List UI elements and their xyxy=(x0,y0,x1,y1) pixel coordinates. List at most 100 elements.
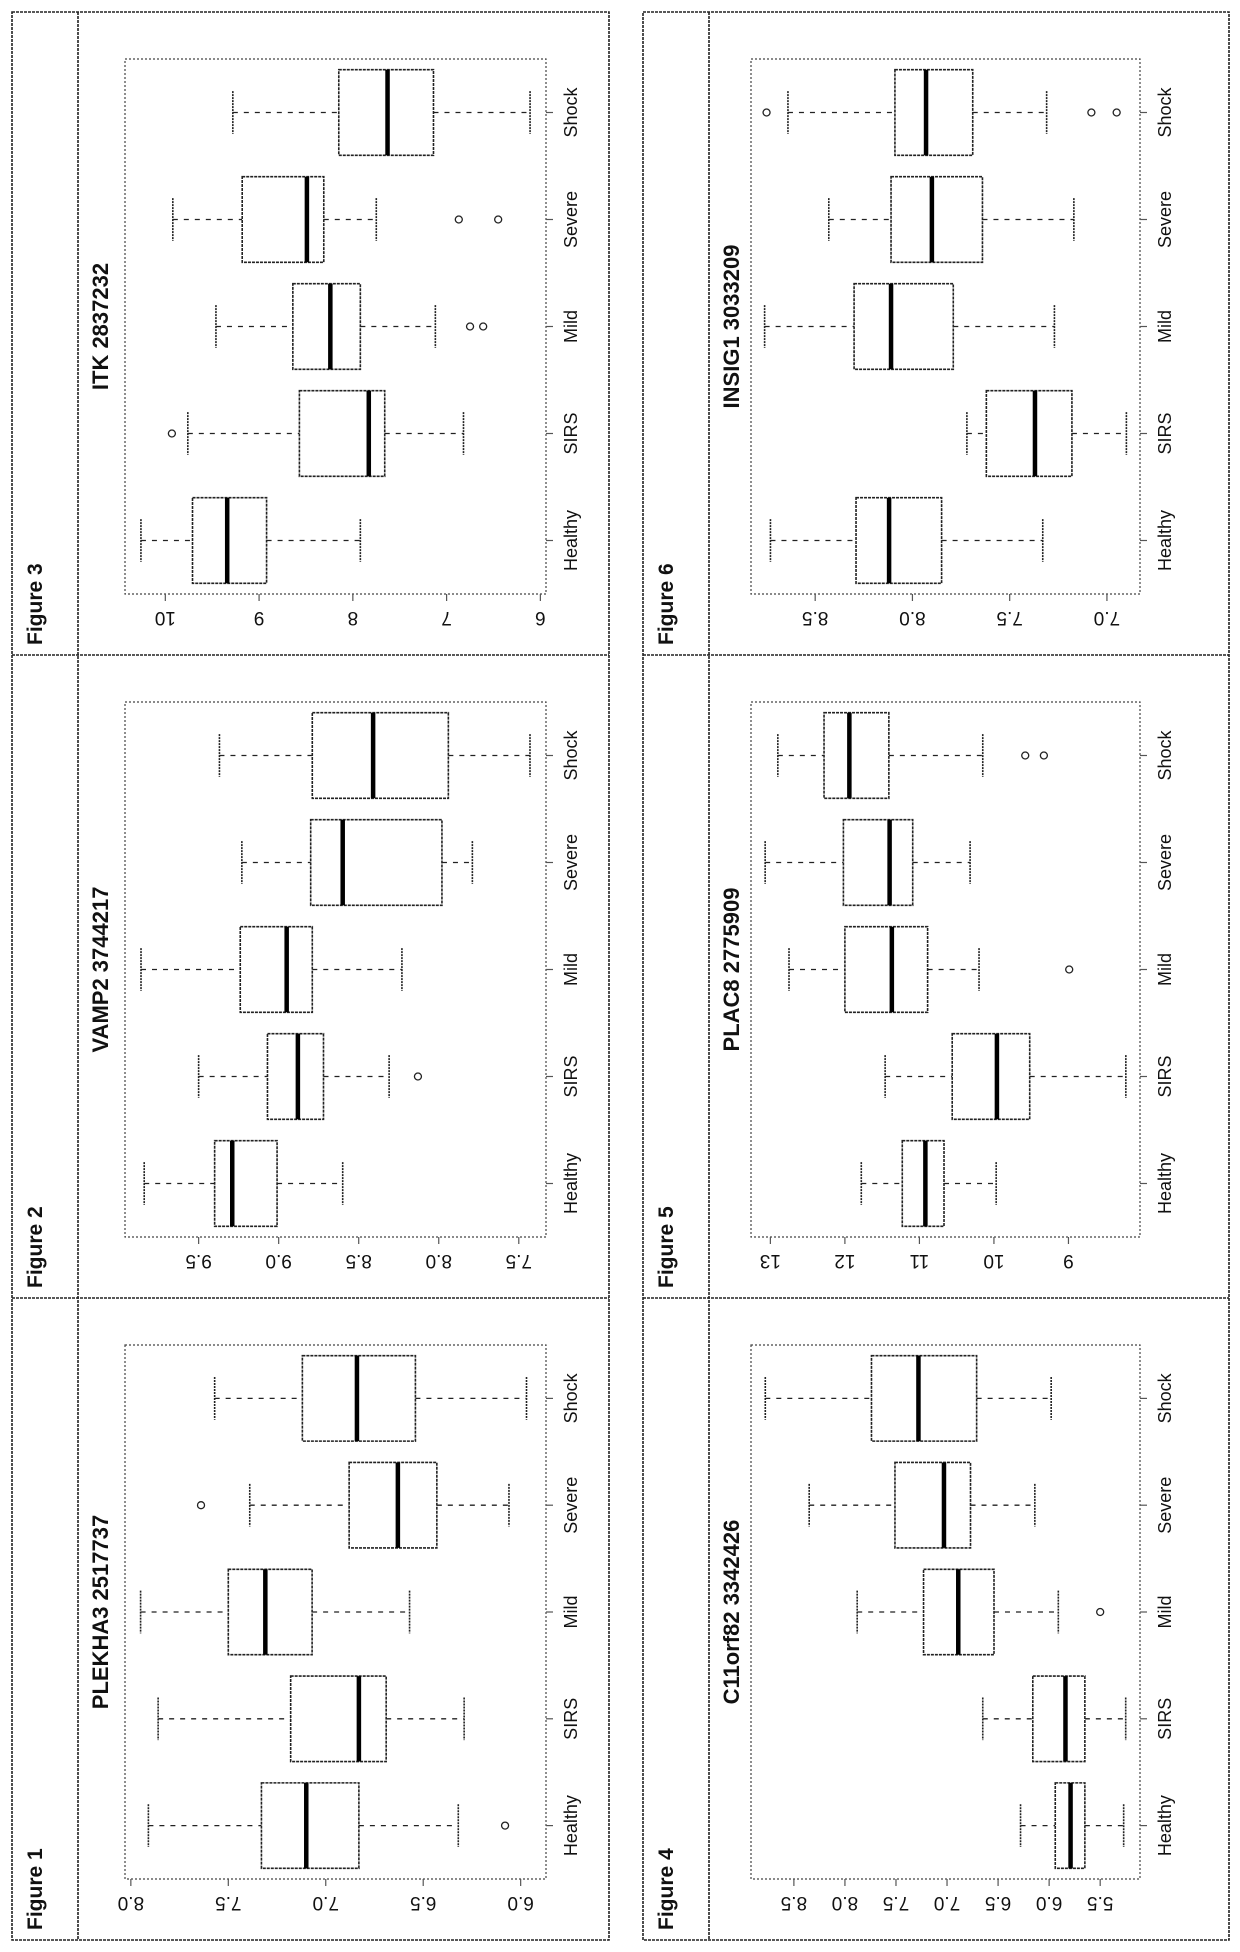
boxplot-sirs xyxy=(197,1032,423,1121)
chart-title: VAMP2 3744217 xyxy=(88,887,113,1053)
value-axis-tick-label: 8.0 xyxy=(426,1250,452,1271)
category-label: Severe xyxy=(561,191,581,248)
value-axis-tick-label: 9.0 xyxy=(265,1250,291,1271)
category-label: Mild xyxy=(1155,1595,1175,1628)
category-label: SIRS xyxy=(1155,1698,1175,1740)
value-axis-tick-label: 9 xyxy=(254,607,265,628)
interquartile-box xyxy=(844,925,929,1014)
category-label: Mild xyxy=(561,310,581,343)
category-label: Mild xyxy=(1155,953,1175,986)
boxplot-healthy xyxy=(860,1139,997,1228)
outlier-point xyxy=(1039,751,1049,760)
value-axis-tick-label: 6.5 xyxy=(410,1892,436,1913)
interquartile-box xyxy=(289,1675,387,1763)
boxplot-figure-5: Figure 5 PLAC8 2775909 9 10 11 12 13 Healthy SIR… xyxy=(655,701,1175,1288)
category-label: Healthy xyxy=(561,1795,581,1856)
interquartile-box xyxy=(890,175,984,264)
interquartile-box xyxy=(348,1461,438,1549)
value-axis-tick-label: 7.5 xyxy=(996,607,1022,628)
strip-border xyxy=(642,11,1230,1941)
value-axis-tick-label: 7.5 xyxy=(215,1892,241,1913)
category-label: Healthy xyxy=(561,1153,581,1214)
category-label: Mild xyxy=(561,1595,581,1628)
boxplot-healthy xyxy=(1019,1782,1125,1870)
interquartile-box xyxy=(894,1461,972,1549)
value-axis-tick-label: 7.0 xyxy=(313,1892,339,1913)
value-axis-tick-label: 10 xyxy=(155,607,176,628)
value-axis-tick-label: 6 xyxy=(535,607,546,628)
value-axis-tick-label: 8.0 xyxy=(899,607,925,628)
boxplot-shock xyxy=(218,711,531,800)
figure-label: Figure 1 xyxy=(24,1848,47,1930)
outlier-point xyxy=(762,108,771,117)
boxplot-healthy xyxy=(143,1139,344,1228)
value-axis-tick-label: 8.5 xyxy=(802,607,828,628)
boxplot-figure-4: Figure 4 C11orf82 3342426 5.5 6.0 6.5 7.0 7.5 8… xyxy=(655,1344,1175,1930)
chart-title: ITK 2837232 xyxy=(88,263,113,390)
interquartile-box xyxy=(855,496,943,585)
boxplot-sirs xyxy=(157,1675,465,1763)
value-axis-tick-label: 7.5 xyxy=(506,1250,532,1271)
value-axis-tick-label: 11 xyxy=(910,1250,930,1271)
value-axis-tick-label: 7.0 xyxy=(1094,607,1120,628)
category-label: Shock xyxy=(561,729,581,780)
interquartile-box xyxy=(191,496,268,585)
category-label: SIRS xyxy=(561,1698,581,1740)
boxplot-sirs xyxy=(966,389,1128,478)
boxplot-mild xyxy=(763,282,1056,371)
value-axis-tick-label: 13 xyxy=(760,1250,781,1271)
outlier-point xyxy=(413,1072,423,1081)
interquartile-box xyxy=(1031,1675,1086,1763)
interquartile-box xyxy=(266,1032,325,1121)
value-axis-tick-label: 5.5 xyxy=(1087,1892,1113,1913)
interquartile-box xyxy=(823,711,890,800)
boxplot-severe xyxy=(764,818,971,907)
interquartile-box xyxy=(309,818,443,907)
boxplot-mild xyxy=(215,282,488,371)
value-axis-tick-label: 8 xyxy=(348,607,359,628)
outlier-point xyxy=(1112,108,1121,117)
outlier-point xyxy=(465,322,475,331)
category-label: SIRS xyxy=(561,1055,581,1097)
boxplot-healthy xyxy=(140,496,362,585)
interquartile-box xyxy=(311,711,450,800)
category-label: Shock xyxy=(561,86,581,137)
interquartile-box xyxy=(853,282,955,371)
boxplot-shock xyxy=(213,1354,528,1442)
category-label: Healthy xyxy=(1155,1153,1175,1214)
category-label: Shock xyxy=(561,1372,581,1423)
boxplot-severe xyxy=(827,175,1075,264)
category-label: Healthy xyxy=(1155,510,1175,571)
category-label: Severe xyxy=(561,834,581,891)
outlier-point xyxy=(1087,108,1096,117)
value-axis-tick-label: 9 xyxy=(1063,1250,1074,1271)
interquartile-box xyxy=(894,68,974,157)
chart-title: PLEKHA3 2517737 xyxy=(88,1515,113,1709)
outlier-point xyxy=(479,322,488,331)
value-axis-tick-label: 8.5 xyxy=(781,1892,807,1913)
category-label: Shock xyxy=(1155,1372,1175,1423)
category-label: Severe xyxy=(1155,191,1175,248)
figure-panels: Figure 1 PLEKHA3 2517737 6.0 6.5 7.0 7.5 8.0 He… xyxy=(11,11,1230,1941)
interquartile-box xyxy=(213,1139,278,1228)
value-axis-tick-label: 6.0 xyxy=(1036,1892,1062,1913)
boxplot-figure-3: Figure 3 ITK 2837232 6 7 8 9 10 Healthy SIRS Mild… xyxy=(24,58,581,645)
figure-label: Figure 5 xyxy=(655,1206,678,1288)
chart-title: PLAC8 2775909 xyxy=(719,888,744,1052)
value-axis-tick-label: 8.0 xyxy=(118,1892,144,1913)
boxplot-shock xyxy=(764,1354,1052,1442)
category-label: SIRS xyxy=(1155,412,1175,454)
boxplot-figure-1: Figure 1 PLEKHA3 2517737 6.0 6.5 7.0 7.5 8.0 He… xyxy=(24,1344,581,1930)
category-label: Shock xyxy=(1155,729,1175,780)
interquartile-box xyxy=(227,1568,313,1656)
boxplot-mild xyxy=(139,1568,411,1656)
boxplot-shock xyxy=(777,711,1049,800)
outlier-point xyxy=(494,215,503,224)
category-label: Severe xyxy=(1155,834,1175,891)
interquartile-box xyxy=(870,1354,978,1442)
figure-label: Figure 6 xyxy=(655,563,678,645)
value-axis-tick-label: 7 xyxy=(441,607,452,628)
figure-label: Figure 2 xyxy=(24,1206,47,1288)
interquartile-box xyxy=(292,282,362,371)
boxplot-severe xyxy=(196,1461,510,1549)
